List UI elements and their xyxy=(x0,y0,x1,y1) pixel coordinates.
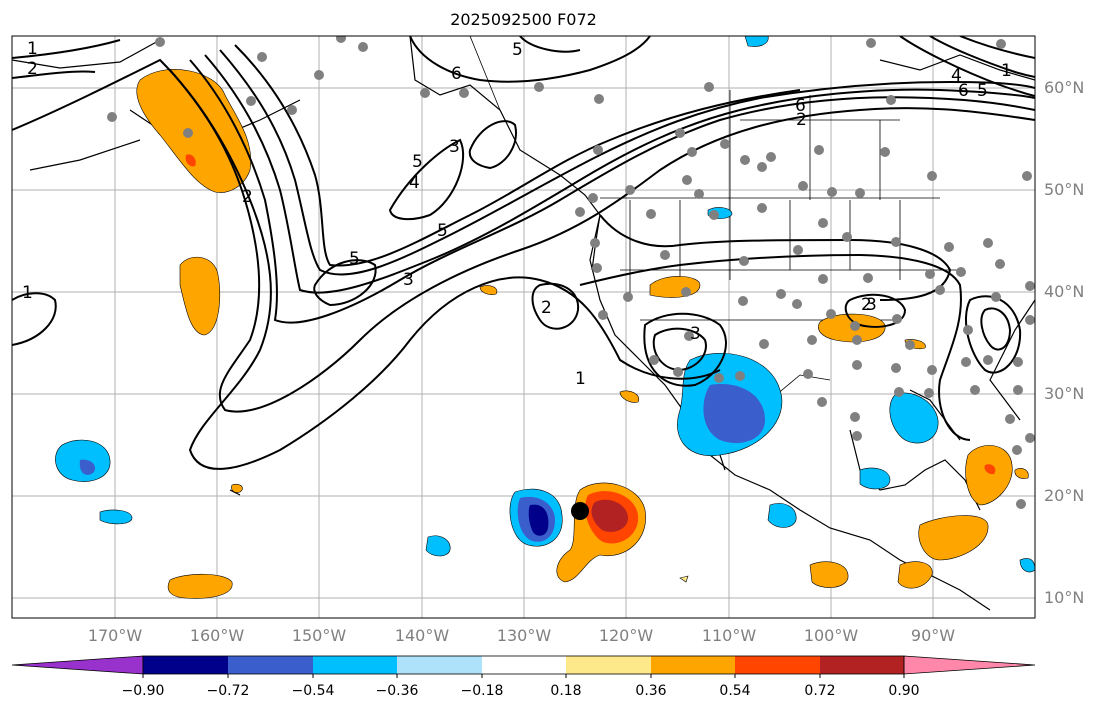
colorbar-tick-label: −0.72 xyxy=(206,683,250,699)
contour-label: 5 xyxy=(412,152,423,172)
contour-label: 5 xyxy=(512,40,523,60)
contour-label: 6 xyxy=(451,64,462,84)
colorbar-segment xyxy=(820,656,904,674)
colorbar xyxy=(11,655,1036,678)
lat-label: 30°N xyxy=(1044,384,1085,403)
colorbar-over-arrow xyxy=(903,655,1036,675)
colorbar-tick-label: −0.90 xyxy=(121,683,165,699)
colorbar-under-arrow xyxy=(11,655,144,675)
contour-labels: 1 2 6 5 3 4 5 2 5 3 3 5 1 2 3 1 2 6 2 5 … xyxy=(22,39,1012,389)
lat-label: 60°N xyxy=(1044,78,1085,97)
lon-label: 130°W xyxy=(496,626,552,645)
contour-label: 3 xyxy=(690,324,701,344)
contour-label: 5 xyxy=(349,249,360,269)
colorbar-segment xyxy=(313,656,397,674)
lon-label: 160°W xyxy=(189,626,245,645)
contour-label: 3 xyxy=(449,137,460,157)
colorbar-segment xyxy=(228,656,313,674)
contour-lines xyxy=(12,36,1035,470)
contour-label: 3 xyxy=(866,295,877,315)
contour-label: 1 xyxy=(27,39,38,59)
contour-label: 6 xyxy=(958,81,969,101)
contour-label: 2 xyxy=(242,187,253,207)
colorbar-tick-label: 0.18 xyxy=(550,683,582,699)
negative-regions xyxy=(55,36,1035,573)
lat-label: 40°N xyxy=(1044,282,1085,301)
contour-label: 5 xyxy=(437,221,448,241)
contour-label: 4 xyxy=(409,173,420,193)
colorbar-tick-label: −0.54 xyxy=(291,683,335,699)
contour-label: 1 xyxy=(1001,61,1012,81)
lon-label: 170°W xyxy=(87,626,143,645)
contour-label: 2 xyxy=(796,110,807,130)
colorbar-segment xyxy=(566,656,651,674)
colorbar-segment xyxy=(397,656,482,674)
positive-regions xyxy=(136,69,1029,599)
contour-label: 4 xyxy=(951,66,962,86)
contour-label: 2 xyxy=(27,59,38,79)
contour-label: 2 xyxy=(541,298,552,318)
lat-label: 50°N xyxy=(1044,180,1085,199)
colorbar-tick-label: 0.54 xyxy=(719,683,751,699)
map-title: 2025092500 F072 xyxy=(450,10,597,29)
colorbar-tick-label: 0.90 xyxy=(888,683,920,699)
lon-label: 150°W xyxy=(291,626,347,645)
lon-label: 90°W xyxy=(910,626,956,645)
colorbar-segment xyxy=(482,656,566,674)
map-frame xyxy=(11,35,1036,619)
colorbar-tick-label: −0.18 xyxy=(460,683,504,699)
lat-label: 20°N xyxy=(1044,486,1085,505)
lat-label: 10°N xyxy=(1044,588,1085,607)
lon-label: 110°W xyxy=(701,626,757,645)
contour-label: 1 xyxy=(22,283,33,303)
colorbar-tick-label: 0.72 xyxy=(804,683,836,699)
colorbar-segment xyxy=(651,656,735,674)
contour-label: 1 xyxy=(575,369,586,389)
colorbar-tick-label: −0.36 xyxy=(375,683,419,699)
lon-label: 140°W xyxy=(394,626,450,645)
contour-label: 6 xyxy=(795,96,806,116)
contour-label: 2 xyxy=(861,295,872,315)
contour-label: 5 xyxy=(977,81,988,101)
station-markers xyxy=(107,36,1035,509)
gridlines xyxy=(12,36,1035,618)
contour-label: 3 xyxy=(403,270,414,290)
lon-label: 120°W xyxy=(598,626,654,645)
lon-label: 100°W xyxy=(803,626,859,645)
colorbar-tick-label: 0.36 xyxy=(635,683,667,699)
location-marker xyxy=(571,502,589,520)
colorbar-segment xyxy=(735,656,820,674)
colorbar-segment xyxy=(143,656,228,674)
